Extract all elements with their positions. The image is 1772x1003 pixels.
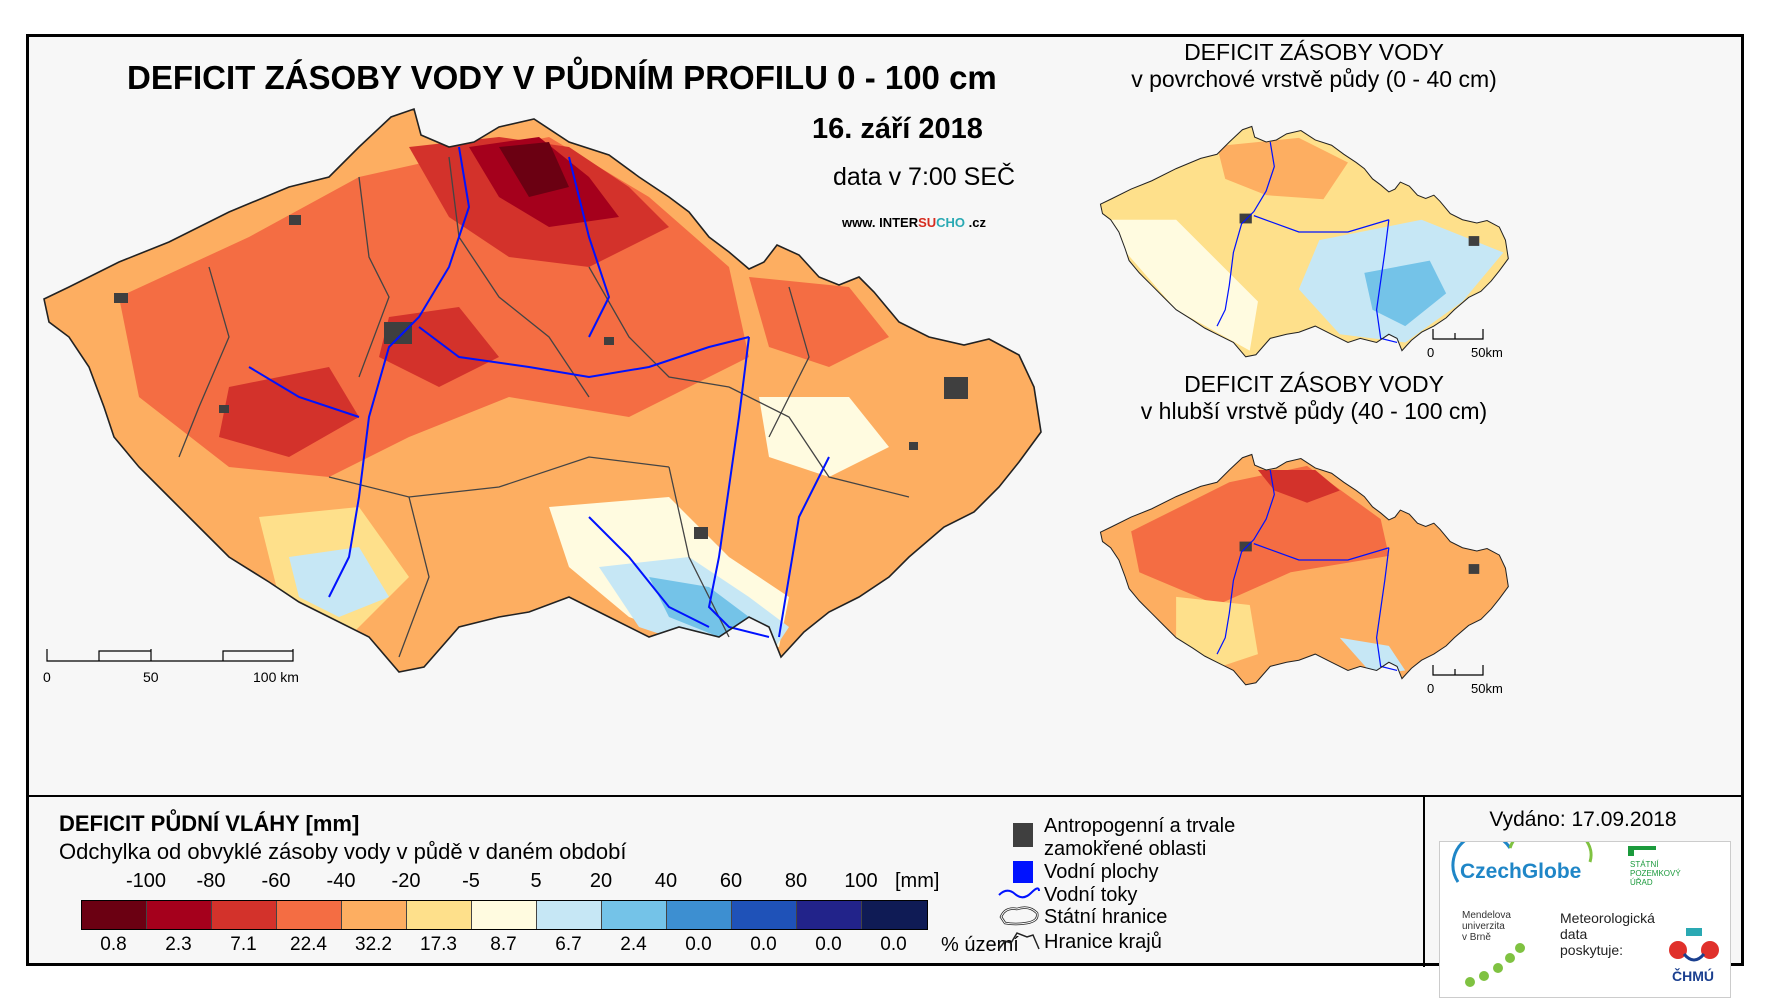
legend-swatch bbox=[797, 901, 862, 929]
legend-tick-label: 20 bbox=[589, 870, 613, 892]
inset-1-scale-bar: 0 50km bbox=[1427, 327, 1527, 367]
legend-tick-label: -20 bbox=[391, 870, 421, 892]
inset-2-title: DEFICIT ZÁSOBY VODY v hlubší vrstvě půdy… bbox=[1140, 371, 1488, 424]
main-scale-bar: 0 50 100 km bbox=[43, 647, 303, 697]
legend-tick-label: 40 bbox=[654, 870, 678, 892]
inset-1-title: DEFICIT ZÁSOBY VODY v povrchové vrstvě p… bbox=[1131, 39, 1497, 92]
legend-tick-label: 60 bbox=[719, 870, 743, 892]
divider-vertical bbox=[1423, 795, 1425, 967]
legend-percentage: 2.4 bbox=[620, 934, 647, 955]
legend-percentage: 17.3 bbox=[420, 934, 457, 955]
mendel-dots-icon bbox=[1465, 943, 1525, 987]
legend-percentage: 0.8 bbox=[100, 934, 127, 955]
scale-label-100: 100 km bbox=[253, 669, 299, 685]
legend-unit: [mm] bbox=[895, 870, 940, 892]
scale-label-50: 50 bbox=[143, 669, 159, 685]
legend-color-scale bbox=[81, 900, 928, 930]
legend-swatch bbox=[537, 901, 602, 929]
legend-tick-label: 100 bbox=[844, 870, 878, 892]
legend-tick-label: -40 bbox=[326, 870, 356, 892]
main-map bbox=[43, 108, 1042, 673]
legend-region-border: Hranice krajů bbox=[1044, 931, 1162, 953]
legend-swatch bbox=[147, 901, 212, 929]
legend-percentage: 0.0 bbox=[750, 934, 777, 955]
czechglobe-logo-arc bbox=[1451, 842, 1593, 883]
region-border-icon bbox=[998, 932, 1040, 950]
main-title: DEFICIT ZÁSOBY VODY V PŮDNÍM PROFILU 0 -… bbox=[127, 59, 997, 96]
legend-swatch bbox=[602, 901, 667, 929]
chmu-logo-text: ČHMÚ bbox=[1672, 968, 1714, 984]
water-body-icon bbox=[1013, 861, 1033, 883]
legend-swatch bbox=[407, 901, 472, 929]
legend-percentage: 8.7 bbox=[490, 934, 517, 955]
legend-percentage: 32.2 bbox=[355, 934, 392, 955]
legend-swatch bbox=[277, 901, 342, 929]
meteo-data-text: Meteorologická data poskytuje: bbox=[1560, 910, 1655, 958]
legend-swatch bbox=[342, 901, 407, 929]
legend-percentage: 2.3 bbox=[165, 934, 192, 955]
partner-logos: CzechGlobe STÁTNÍ POZEMKOVÝ ÚŘAD Mendelova… bbox=[1439, 841, 1731, 998]
legend-tick-label: -60 bbox=[261, 870, 291, 892]
legend-percentage: 0.0 bbox=[815, 934, 842, 955]
legend-swatch bbox=[82, 901, 147, 929]
anthropogenic-area-icon bbox=[1013, 823, 1033, 847]
legend-tick-label: 5 bbox=[530, 870, 542, 892]
legend-percentage: 7.1 bbox=[230, 934, 257, 955]
mendel-university-logo: Mendelova univerzita v Brně bbox=[1462, 910, 1511, 943]
legend-percentage: 6.7 bbox=[555, 934, 582, 955]
inset-map-topsoil bbox=[1099, 125, 1509, 358]
legend-swatch bbox=[732, 901, 797, 929]
map-frame: DEFICIT ZÁSOBY VODY V PŮDNÍM PROFILU 0 -… bbox=[26, 34, 1744, 998]
spu-logo-text: STÁTNÍ POZEMKOVÝ ÚŘAD bbox=[1630, 860, 1681, 887]
state-border-icon bbox=[999, 906, 1039, 926]
legend-tick-label: -80 bbox=[196, 870, 226, 892]
legend-percent-unit: % území bbox=[941, 934, 1019, 956]
legend-percentage: 22.4 bbox=[290, 934, 327, 955]
legend-state-border: Státní hranice bbox=[1044, 906, 1168, 928]
scale-label-0: 0 bbox=[43, 669, 51, 685]
legend-swatch bbox=[862, 901, 927, 929]
inset-map-subsoil bbox=[1099, 453, 1509, 686]
scale-bar-graphic bbox=[46, 649, 294, 662]
legend-percentage: 0.0 bbox=[880, 934, 907, 955]
map-date: 16. září 2018 bbox=[812, 113, 983, 145]
legend-anthropogenic: Antropogenní a trvale zamokřené oblasti bbox=[1044, 815, 1236, 860]
legend-tick-label: 80 bbox=[784, 870, 808, 892]
chmu-logo-icon bbox=[1669, 928, 1719, 962]
legend-water-bodies: Vodní plochy bbox=[1044, 861, 1159, 883]
data-time: data v 7:00 SEČ bbox=[833, 163, 1016, 191]
divider-horizontal bbox=[29, 795, 1741, 797]
inset-2-scale-bar: 0 50km bbox=[1427, 663, 1527, 703]
legend-title: DEFICIT PŮDNÍ VLÁHY [mm] bbox=[59, 811, 360, 836]
czechglobe-logo: CzechGlobe bbox=[1460, 860, 1582, 883]
river-icon bbox=[998, 887, 1040, 899]
legend-percentage: 0.0 bbox=[685, 934, 712, 955]
legend-ticks: -100 -80 -60 -40 -20 -5 5 20 40 60 80 100 bbox=[81, 870, 971, 894]
legend-swatch bbox=[667, 901, 732, 929]
legend-tick-label: -100 bbox=[125, 870, 167, 892]
legend-swatch bbox=[472, 901, 537, 929]
legend-subtitle: Odchylka od obvyklé zásoby vody v půdě v… bbox=[59, 839, 627, 864]
legend-swatch bbox=[212, 901, 277, 929]
legend-tick-label: -5 bbox=[462, 870, 480, 892]
issued-date: Vydáno: 17.09.2018 bbox=[1489, 808, 1677, 831]
website-link[interactable]: www. INTERSUCHO .cz bbox=[842, 215, 986, 230]
spu-logo-mark bbox=[1628, 846, 1656, 856]
legend-rivers: Vodní toky bbox=[1044, 884, 1138, 906]
